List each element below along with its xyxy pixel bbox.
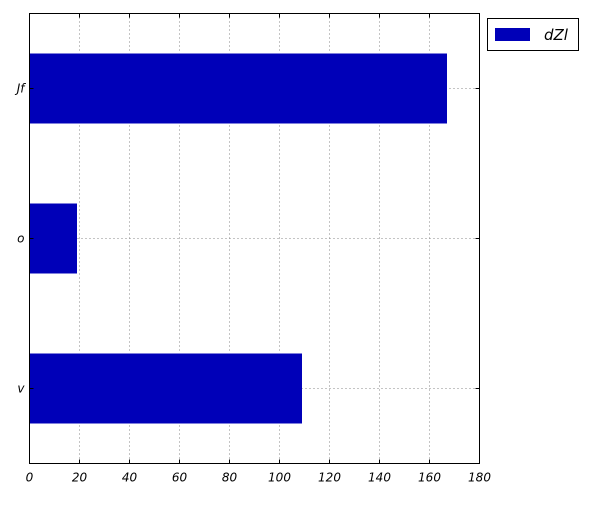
x-tick-label: 80 bbox=[222, 471, 238, 485]
bar-o bbox=[29, 203, 77, 274]
x-tick-label: 60 bbox=[172, 471, 188, 485]
axis-ticks bbox=[29, 13, 480, 464]
bars bbox=[29, 53, 447, 424]
y-tick-label: o bbox=[17, 232, 24, 246]
y-tick-labels: Jf o v bbox=[15, 82, 27, 396]
x-tick-labels: 0 20 40 60 80 100 120 140 160 180 bbox=[26, 471, 492, 485]
x-tick-label: 120 bbox=[318, 471, 341, 485]
x-tick-label: 100 bbox=[268, 471, 291, 485]
legend: dZl bbox=[487, 18, 579, 51]
x-tick-label: 0 bbox=[26, 471, 34, 485]
legend-swatch bbox=[495, 28, 530, 41]
y-tick-label: Jf bbox=[15, 82, 27, 96]
bar-v bbox=[29, 353, 302, 424]
legend-label: dZl bbox=[544, 26, 569, 44]
x-tick-label: 180 bbox=[468, 471, 491, 485]
x-tick-label: 40 bbox=[122, 471, 138, 485]
bar-jf bbox=[29, 53, 447, 124]
y-tick-label: v bbox=[17, 382, 25, 396]
x-tick-label: 140 bbox=[368, 471, 391, 485]
x-tick-label: 20 bbox=[72, 471, 88, 485]
x-tick-label: 160 bbox=[418, 471, 441, 485]
